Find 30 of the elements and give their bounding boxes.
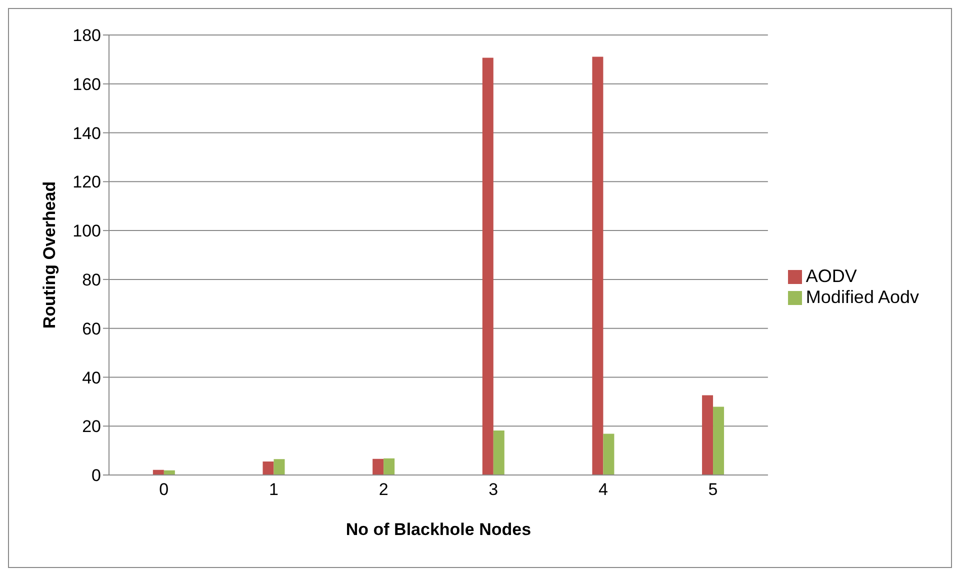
y-tick-label: 100 [72,222,101,241]
x-axis-title: No of Blackhole Nodes [346,520,532,539]
bar [384,458,395,475]
y-axis-title: Routing Overhead [40,181,60,329]
y-tick-label: 20 [82,417,101,436]
y-tick-label: 140 [72,124,101,143]
x-tick-label: 2 [378,480,388,500]
y-tick-label: 60 [82,319,101,338]
y-tick-label: 40 [82,368,101,388]
y-tick-label: 120 [72,172,101,192]
y-tick-label: 80 [82,270,101,290]
y-tick-label: 180 [72,26,101,46]
bar [482,58,494,475]
bar [702,395,714,475]
x-tick-label: 3 [488,480,498,500]
bar [592,56,604,475]
bar [274,459,285,475]
x-tick-label: 4 [598,480,608,500]
y-tick-label: 160 [72,74,101,94]
bar [372,458,384,475]
x-tick-label: 0 [159,480,169,500]
legend-label: AODV [806,266,857,286]
legend-label: Modified Aodv [806,287,919,307]
bar [493,430,504,475]
bar [603,434,614,475]
y-tick-label: 0 [92,466,101,486]
x-tick-label: 1 [268,480,278,500]
bar [262,462,274,475]
x-tick-label: 5 [708,480,718,500]
bar [713,406,724,475]
